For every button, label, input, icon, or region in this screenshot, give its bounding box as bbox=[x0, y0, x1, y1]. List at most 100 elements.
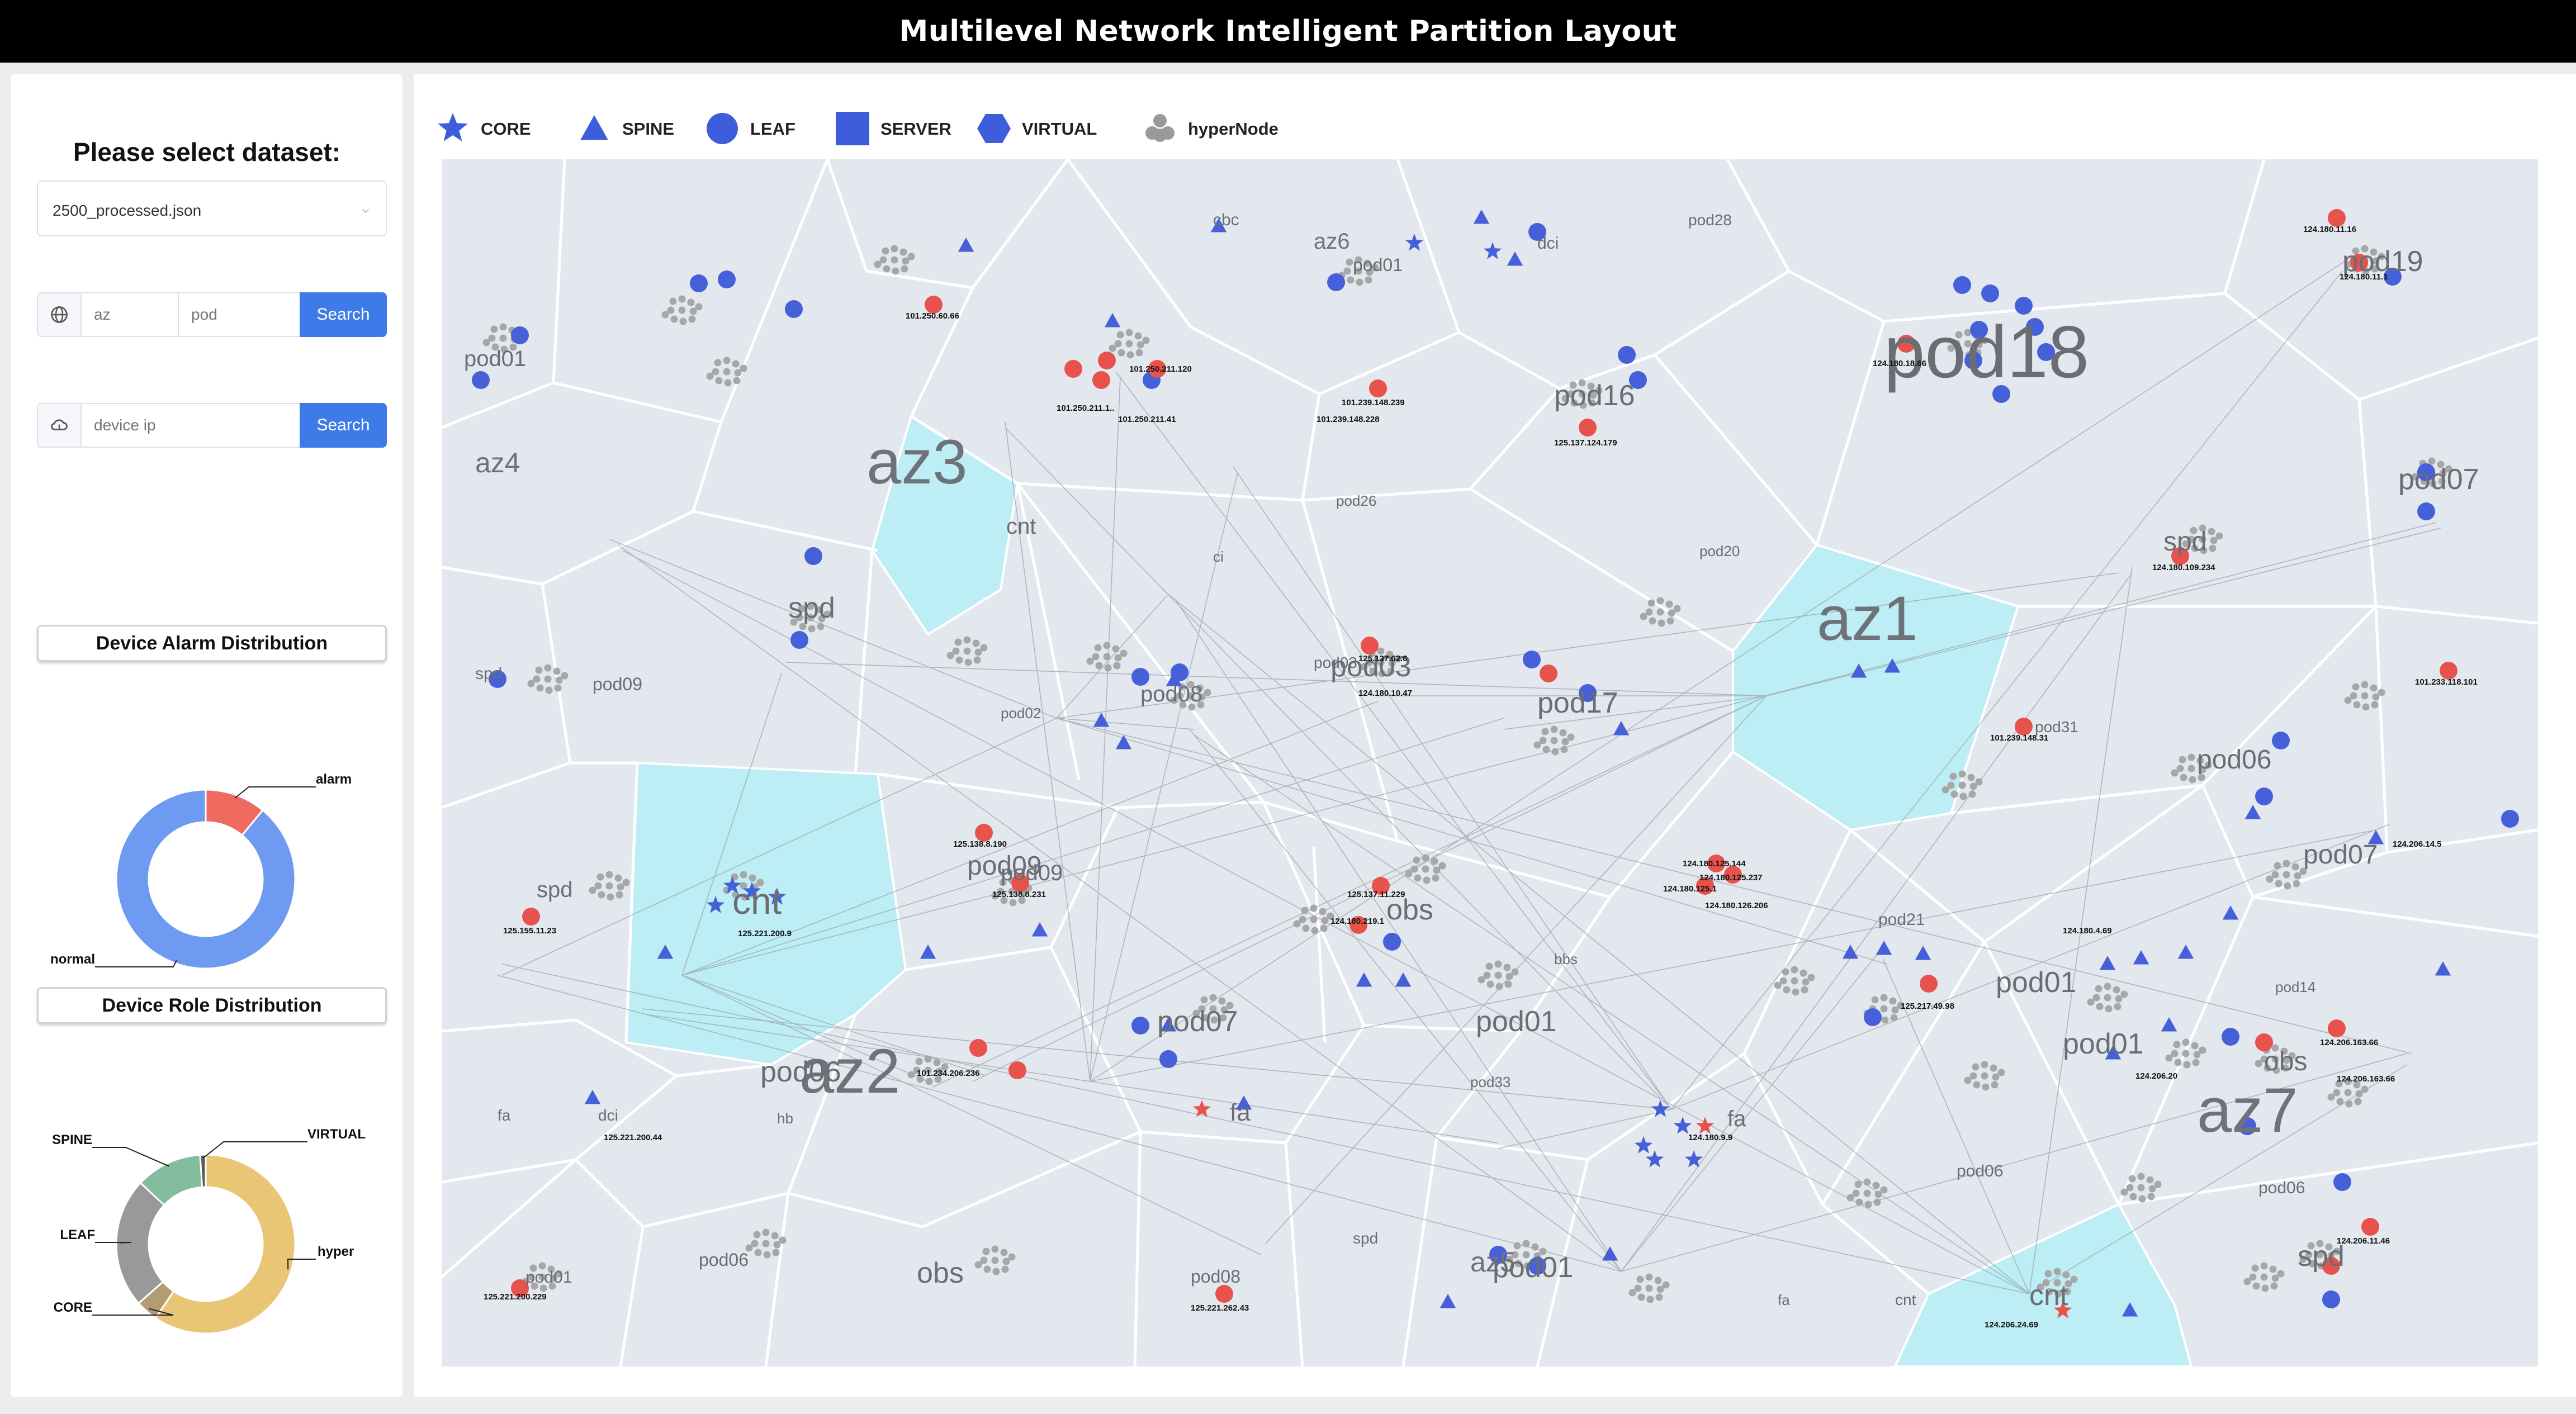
ip-label: 124.180.11.16 bbox=[2303, 225, 2356, 234]
device-ip-search-button[interactable]: Search bbox=[300, 403, 387, 448]
hypernode-dot bbox=[617, 883, 624, 891]
leaf-node bbox=[2417, 463, 2435, 481]
hypernode-dot bbox=[1874, 1190, 1882, 1198]
az-input[interactable] bbox=[80, 292, 178, 337]
leaf-node bbox=[1327, 273, 1345, 291]
dataset-select[interactable]: 2500_processed.json ⌄ bbox=[37, 181, 387, 236]
spine-node bbox=[1842, 945, 1859, 959]
hypernode-dot bbox=[531, 1282, 538, 1290]
hypernode-dot bbox=[1310, 904, 1318, 912]
pod-label: pod07 bbox=[1157, 1005, 1238, 1038]
region-border bbox=[1017, 482, 1303, 502]
hypernode-dot bbox=[2344, 260, 2352, 268]
hypernode-dot bbox=[2280, 1047, 2288, 1055]
alarm-leaf-node bbox=[1372, 877, 1390, 895]
hypernode-dot bbox=[2095, 985, 2103, 993]
ip-label: 101.250.211.120 bbox=[1129, 364, 1192, 374]
hypernode-dot bbox=[991, 1245, 999, 1253]
leaf-node bbox=[804, 547, 822, 565]
hypernode-dot bbox=[2128, 1175, 2136, 1183]
hypernode bbox=[706, 357, 747, 387]
hypernode-dot bbox=[1478, 976, 1485, 984]
alarm-core-node bbox=[1696, 1117, 1715, 1134]
hypernode-dot bbox=[913, 1066, 921, 1074]
region-border bbox=[541, 510, 694, 586]
pod-label: pod16 bbox=[1554, 379, 1635, 412]
hypernode-dot bbox=[2307, 1242, 2315, 1250]
hypernode-dot bbox=[1095, 662, 1103, 670]
partition-map[interactable]: az1 az2 az3 az4 az5 az6 az7 pod18 pod19 pod07 spd p… bbox=[442, 159, 2538, 1366]
ip-label: 124.180.125.144 bbox=[1683, 859, 1746, 869]
region-border bbox=[1815, 321, 1886, 545]
hypernode-dot bbox=[934, 1075, 942, 1083]
hypernode-dot bbox=[2316, 1240, 2324, 1247]
hypernode-dot bbox=[2325, 1243, 2333, 1251]
hypernode-dot bbox=[714, 359, 722, 367]
hypernode-dot bbox=[1000, 1249, 1008, 1256]
hypernode-dot bbox=[1377, 658, 1385, 666]
hypernode-dot bbox=[2208, 528, 2215, 535]
hypernode-dot bbox=[2255, 1060, 2262, 1067]
pod-label: spd bbox=[2298, 1240, 2345, 1273]
hypernode-dot bbox=[2138, 1195, 2146, 1203]
ip-label: 124.180.125.1 bbox=[1663, 884, 1717, 894]
hypernode-dot bbox=[2193, 1051, 2201, 1059]
hypernode-dot bbox=[2428, 457, 2436, 465]
hypernode-dot bbox=[1142, 336, 1150, 344]
hypernode-dot bbox=[980, 644, 988, 652]
hypernode-dot bbox=[1170, 696, 1178, 704]
hypernode-dot bbox=[1949, 772, 1957, 780]
hypernode-dot bbox=[1873, 1198, 1881, 1206]
alarm-leader-line bbox=[95, 960, 177, 967]
hypernode-dot bbox=[1673, 605, 1681, 613]
hypernode-dot bbox=[538, 1273, 546, 1281]
connection-line bbox=[1882, 958, 2030, 1294]
region-border bbox=[1469, 387, 1561, 490]
hypernode-dot bbox=[661, 311, 669, 319]
az-label-az1: az1 bbox=[1817, 583, 1918, 653]
region-border bbox=[619, 1226, 645, 1366]
hypernode-dot bbox=[1355, 267, 1362, 275]
region-border bbox=[442, 761, 571, 809]
hypernode-dot bbox=[529, 1264, 537, 1272]
az-pod-search-button[interactable]: Search bbox=[300, 292, 387, 337]
hypernode-dot bbox=[1299, 915, 1306, 923]
hypernode-dot bbox=[1103, 642, 1111, 649]
legend-item-hypernode: hyperNode bbox=[1145, 114, 1278, 142]
role-leader-line bbox=[202, 1141, 307, 1159]
connection-line bbox=[1162, 589, 2030, 1294]
ip-label: 125.221.200.44 bbox=[604, 1133, 662, 1142]
hypernode-dot bbox=[2104, 983, 2111, 990]
alarm-label-alarm: alarm bbox=[316, 772, 352, 787]
region-border bbox=[2374, 606, 2389, 853]
hypernode-dot bbox=[1483, 971, 1491, 979]
hypernode-dot bbox=[1655, 1293, 1663, 1301]
hypernode-dot bbox=[818, 615, 826, 623]
device-ip-input[interactable] bbox=[80, 403, 301, 448]
alarm-leaf-node bbox=[522, 908, 540, 926]
hypernode-dot bbox=[1981, 1072, 1988, 1080]
hypernode-dot bbox=[715, 377, 723, 385]
hypernode-dot bbox=[1321, 917, 1329, 924]
dataset-select-label: Please select dataset: bbox=[73, 137, 341, 167]
hypernode-dot bbox=[1355, 256, 1362, 264]
hypernode-dot bbox=[771, 1232, 779, 1240]
hypernode-dot bbox=[1377, 647, 1385, 655]
pod-input[interactable] bbox=[178, 292, 301, 337]
control-panel: Please select dataset: 2500_processed.js… bbox=[11, 74, 402, 1397]
hypernode-dot bbox=[2353, 1081, 2361, 1089]
hypernode-dot bbox=[2179, 756, 2186, 763]
hypernode-dot bbox=[982, 1247, 990, 1255]
hypernode-dot bbox=[533, 675, 541, 683]
region-border bbox=[575, 1018, 678, 1078]
alarm-label-normal: normal bbox=[50, 952, 95, 967]
leaf-node bbox=[1618, 346, 1636, 364]
hypernode-dot bbox=[2361, 692, 2369, 700]
region-border bbox=[1049, 806, 1120, 948]
core-node bbox=[1405, 234, 1424, 251]
hypernode-dot bbox=[1871, 996, 1879, 1004]
ip-label: 101.250.211.41 bbox=[1118, 415, 1176, 424]
hypernode-dot bbox=[808, 625, 816, 633]
legend-item-virtual: VIRTUAL bbox=[977, 114, 1097, 143]
ip-label: 125.138.8.231 bbox=[992, 890, 1046, 899]
